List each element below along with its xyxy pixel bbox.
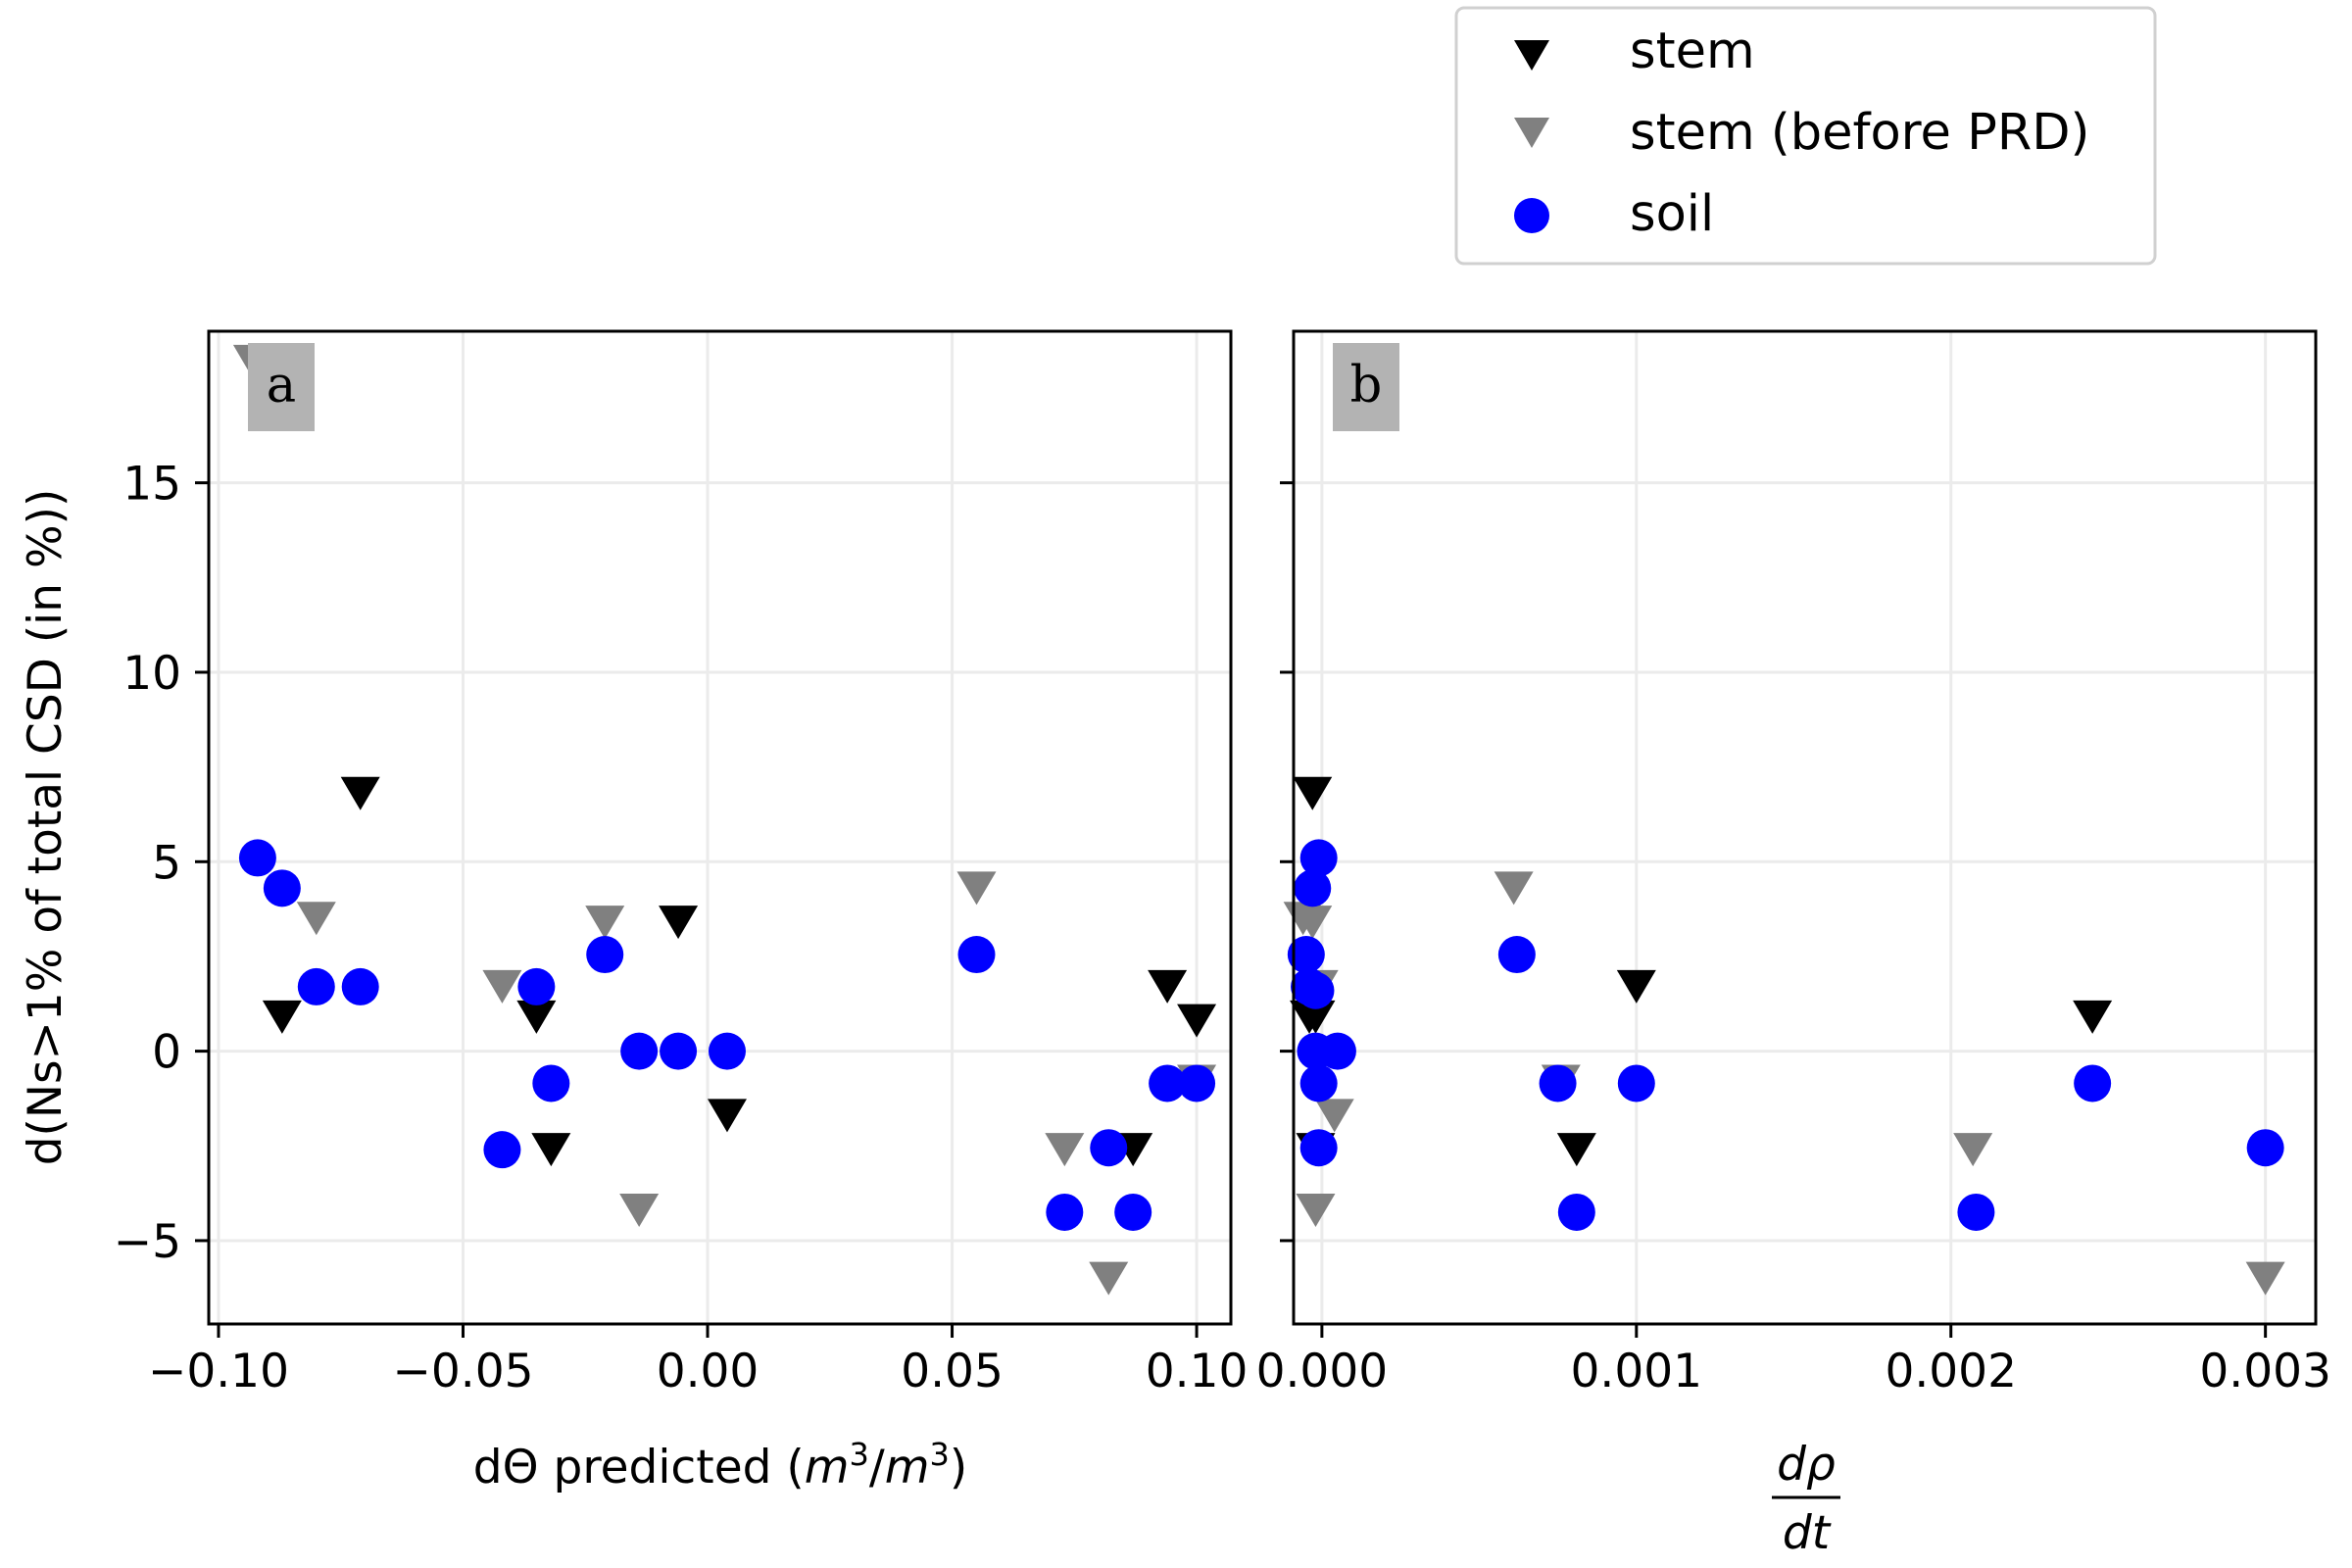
legend-frame [1454,6,2157,266]
stem-before-prd-point [585,906,625,940]
soil-point [957,936,996,974]
panel-b-x-label-numerator: dρ [1777,1438,1836,1492]
panel-b-ticks: 0.000 0.001 0.002 0.003 [1256,481,2331,1398]
soil-point [1299,1064,1338,1102]
stem-before-prd-point [956,871,997,906]
stem-point [1177,1004,1217,1038]
soil-point [1318,1032,1356,1070]
legend-marker-stem-before-prd [1514,118,1549,148]
stem-before-prd-point [1314,1099,1354,1133]
stem-point [1616,969,1656,1004]
x-tick-label: −0.10 [148,1345,289,1398]
soil-point [517,967,556,1005]
y-tick-label: 15 [122,458,181,512]
x-tick-label: −0.05 [392,1345,533,1398]
panel-a-ticks: −0.10 −0.05 0.00 0.05 0.10 −5 0 5 10 15 [114,458,1249,1398]
stem-before-prd-point [1296,1194,1336,1228]
stem-before-prd-point [1494,871,1534,906]
soil-point [2074,1064,2112,1102]
panel-a-points [232,344,1217,1296]
stem-point [340,776,380,810]
y-tick-label: 5 [152,836,181,890]
panel-a-x-axis-label: dΘ predicted (m3/m3) [473,1436,968,1494]
y-axis-label: d(Ns>1% of total CSD (in %)) [19,489,73,1166]
x-tick-label: 0.002 [1885,1345,2017,1398]
panel-a-letter: a [267,357,296,415]
panel-a-frame [207,329,1233,1326]
soil-point [1046,1193,1084,1231]
x-tick-label: 0.003 [2199,1345,2331,1398]
soil-point [341,967,379,1005]
legend-marker-stem [1514,40,1549,71]
stem-point [1296,1000,1336,1034]
x-tick-label: 0.001 [1571,1345,1703,1398]
stem-point [1148,969,1188,1004]
soil-point [483,1131,521,1169]
soil-point [660,1032,698,1070]
legend-label-stem: stem [1630,23,1755,80]
legend: stem stem (before PRD) soil [1454,6,2157,266]
stem-before-prd-point [1089,1261,1129,1296]
soil-point [1178,1064,1216,1102]
soil-point [532,1064,570,1102]
x-tick-label: 0.05 [901,1345,1004,1398]
stem-before-prd-point [619,1194,660,1228]
panel-b: 0.000 0.001 0.002 0.003 b dρ dt [1256,329,2331,1560]
soil-point [1149,1064,1187,1102]
panel-a-grid [209,331,1231,1324]
stem-point [531,1133,571,1167]
legend-marker-soil [1514,198,1549,233]
x-tick-label: 0.10 [1146,1345,1249,1398]
panel-a-letter-box [248,343,315,431]
soil-point [1557,1193,1595,1231]
soil-point [1617,1064,1655,1102]
stem-point [516,1000,557,1034]
stem-point [1293,776,1333,810]
soil-point [1299,1129,1338,1167]
stem-point [2073,1000,2113,1034]
soil-point [708,1032,746,1070]
legend-label-soil: soil [1630,185,1714,243]
x-tick-label: 0.00 [657,1345,760,1398]
soil-point [238,839,276,877]
stem-before-prd-point [1293,906,1333,940]
y-tick-label: 10 [122,647,181,701]
panel-b-points [1283,776,2285,1296]
soil-point [1090,1129,1128,1167]
stem-point [707,1099,747,1133]
soil-point [586,936,624,974]
soil-point [1297,971,1335,1009]
x-tick-label: 0.000 [1256,1345,1389,1398]
soil-point [297,967,335,1005]
stem-before-prd-point [296,902,336,936]
soil-point [1497,936,1536,974]
legend-label-stem-before-prd: stem (before PRD) [1630,104,2089,162]
soil-point [620,1032,659,1070]
panel-b-letter: b [1350,357,1383,415]
soil-point [1294,869,1332,907]
soil-point [1539,1064,1577,1102]
y-tick-label: −5 [114,1215,181,1269]
stem-point [262,1000,302,1034]
soil-point [2246,1129,2284,1167]
soil-point [1957,1193,1995,1231]
panel-b-grid [1294,331,2316,1324]
soil-point [1114,1193,1152,1231]
stem-point [1556,1133,1596,1167]
stem-before-prd-point [1953,1133,1993,1167]
soil-point [263,869,301,907]
panel-b-frame [1292,329,2318,1326]
stem-point [659,906,699,940]
soil-point [1287,936,1325,974]
panel-b-letter-box [1333,343,1399,431]
stem-before-prd-point [1045,1133,1085,1167]
panel-a: −0.10 −0.05 0.00 0.05 0.10 −5 0 5 10 15 a d(Ns>1%… [19,329,1249,1494]
panel-b-x-label-denominator: dt [1783,1506,1832,1560]
stem-before-prd-point [482,969,522,1004]
stem-before-prd-point [2245,1261,2285,1296]
y-tick-label: 0 [152,1026,181,1080]
panel-a-x-label-text: dΘ predicted [473,1441,772,1494]
soil-point [1299,839,1338,877]
